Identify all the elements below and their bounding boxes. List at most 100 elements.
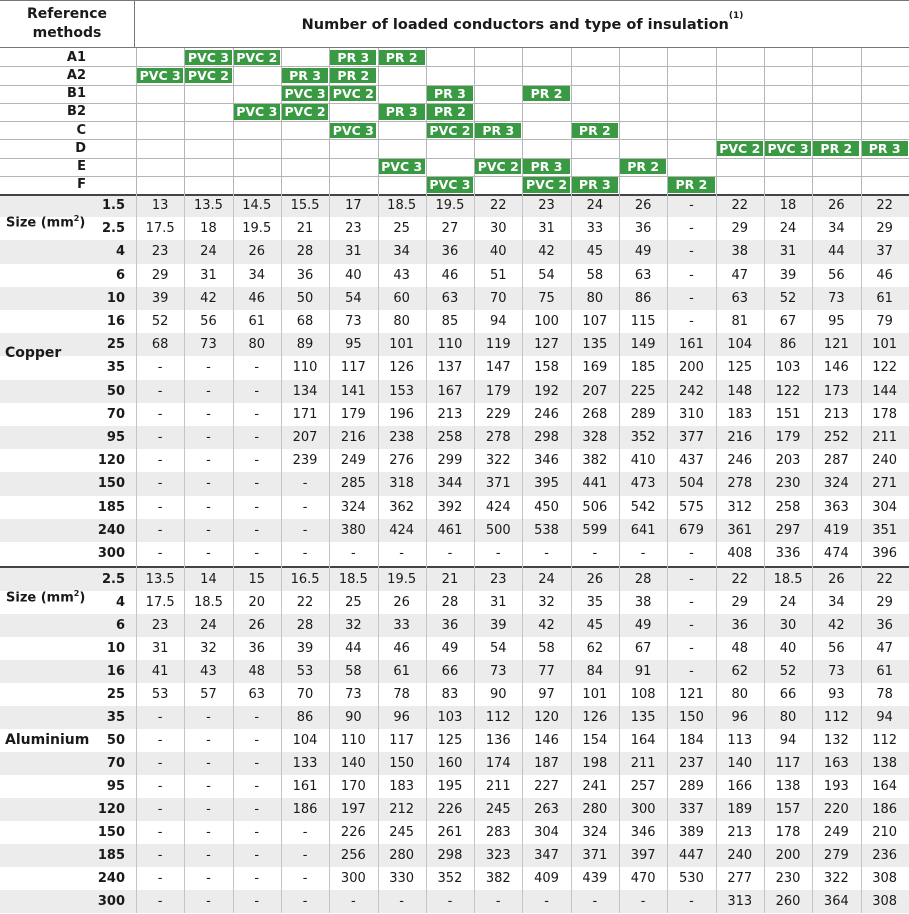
table-cell: 38 xyxy=(634,595,652,611)
table-cell: 38 xyxy=(731,244,749,260)
table-cell: 207 xyxy=(582,383,608,399)
table-cell: 95 xyxy=(828,314,845,330)
table-cell: 161 xyxy=(679,337,704,353)
insulation-tag: PVC 2 xyxy=(426,122,474,138)
table-cell: 53 xyxy=(296,664,314,680)
table-cell: - xyxy=(544,894,549,910)
grid-line-v xyxy=(425,48,427,194)
table-cell: 280 xyxy=(389,848,415,864)
table-cell: 75 xyxy=(538,290,555,306)
table-cell: 33 xyxy=(586,221,604,237)
table-cell: - xyxy=(689,290,694,306)
size-value: 150 xyxy=(97,825,125,841)
table-cell: 15 xyxy=(248,572,266,588)
table-cell: 78 xyxy=(876,687,893,703)
grid-line-h xyxy=(0,66,909,68)
table-cell: 283 xyxy=(485,825,511,841)
table-cell: - xyxy=(206,894,211,910)
table-cell: 52 xyxy=(151,314,169,330)
table-cell: 112 xyxy=(823,710,849,726)
table-cell: 220 xyxy=(823,802,849,818)
table-cell: 371 xyxy=(582,848,608,864)
table-cell: 154 xyxy=(582,733,608,749)
table-cell: 424 xyxy=(485,499,511,515)
grid-line-v xyxy=(377,48,379,194)
size-value: 70 xyxy=(106,406,125,422)
table-cell: 18 xyxy=(779,198,797,214)
table-cell: 17.5 xyxy=(145,595,175,611)
row-stripe xyxy=(0,706,909,730)
table-cell: 148 xyxy=(727,383,753,399)
table-cell: 68 xyxy=(151,337,169,353)
insulation-tag: PVC 2 xyxy=(185,67,232,83)
size-value: 300 xyxy=(97,546,125,562)
table-cell: 23 xyxy=(489,572,507,588)
table-cell: 108 xyxy=(630,687,656,703)
table-cell: 298 xyxy=(534,430,559,446)
table-cell: 236 xyxy=(872,848,898,864)
table-cell: 362 xyxy=(389,499,415,515)
table-cell: 66 xyxy=(441,664,459,680)
table-cell: 183 xyxy=(389,779,415,795)
table-cell: - xyxy=(254,756,260,772)
table-cell: 163 xyxy=(823,756,849,772)
table-cell: 213 xyxy=(823,406,849,422)
table-cell: 249 xyxy=(823,825,849,841)
table-cell: 308 xyxy=(872,871,898,887)
table-cell: 22 xyxy=(731,572,749,588)
table-cell: 29 xyxy=(876,595,893,611)
table-cell: 252 xyxy=(823,430,849,446)
table-cell: 36 xyxy=(441,618,459,634)
row-stripe xyxy=(0,660,909,684)
table-cell: 213 xyxy=(437,406,463,422)
size-value: 95 xyxy=(106,779,125,795)
table-cell: 34 xyxy=(828,221,845,237)
table-cell: 61 xyxy=(876,664,893,680)
table-cell: 31 xyxy=(489,595,507,611)
table-cell: - xyxy=(689,314,694,330)
table-cell: 24 xyxy=(586,198,604,214)
table-cell: 179 xyxy=(485,383,511,399)
table-cell: 77 xyxy=(538,664,555,680)
table-cell: 14.5 xyxy=(242,198,272,214)
table-cell: 239 xyxy=(292,453,318,469)
table-cell: 117 xyxy=(775,756,801,772)
table-cell: 146 xyxy=(823,360,849,376)
table-cell: - xyxy=(495,546,501,562)
table-cell: 278 xyxy=(485,430,511,446)
table-cell: 312 xyxy=(727,499,753,515)
table-cell: 289 xyxy=(679,779,704,795)
table-cell: 276 xyxy=(389,453,415,469)
table-cell: 170 xyxy=(340,779,366,795)
table-cell: 380 xyxy=(340,522,366,538)
table-cell: 192 xyxy=(534,383,559,399)
table-cell: 249 xyxy=(340,453,366,469)
row-stripe xyxy=(0,614,909,638)
table-cell: 229 xyxy=(485,406,511,422)
table-cell: 371 xyxy=(485,476,511,492)
reference-methods-label-line1: Reference xyxy=(26,6,108,22)
insulation-tag: PR 2 xyxy=(571,122,618,138)
table-cell: - xyxy=(254,871,260,887)
table-cell: 31 xyxy=(779,244,797,260)
grid-line-h xyxy=(0,175,909,177)
table-cell: 397 xyxy=(630,848,656,864)
size-value: 1.5 xyxy=(101,198,125,214)
method-label-e: E xyxy=(77,159,86,175)
table-cell: 164 xyxy=(872,779,898,795)
size-value: 240 xyxy=(97,522,125,538)
insulation-tag: PVC 3 xyxy=(233,104,280,120)
table-cell: 73 xyxy=(828,290,845,306)
table-cell: 437 xyxy=(679,453,704,469)
table-cell: 84 xyxy=(586,664,604,680)
table-cell: - xyxy=(206,453,211,469)
table-cell: 389 xyxy=(679,825,704,841)
row-stripe xyxy=(0,518,909,542)
table-cell: 112 xyxy=(872,733,898,749)
table-cell: - xyxy=(254,499,260,515)
insulation-tag: PR 2 xyxy=(378,49,425,65)
grid-line-v xyxy=(232,194,234,914)
table-cell: 23 xyxy=(151,618,169,634)
table-cell: 70 xyxy=(489,290,507,306)
table-cell: 41 xyxy=(151,664,169,680)
